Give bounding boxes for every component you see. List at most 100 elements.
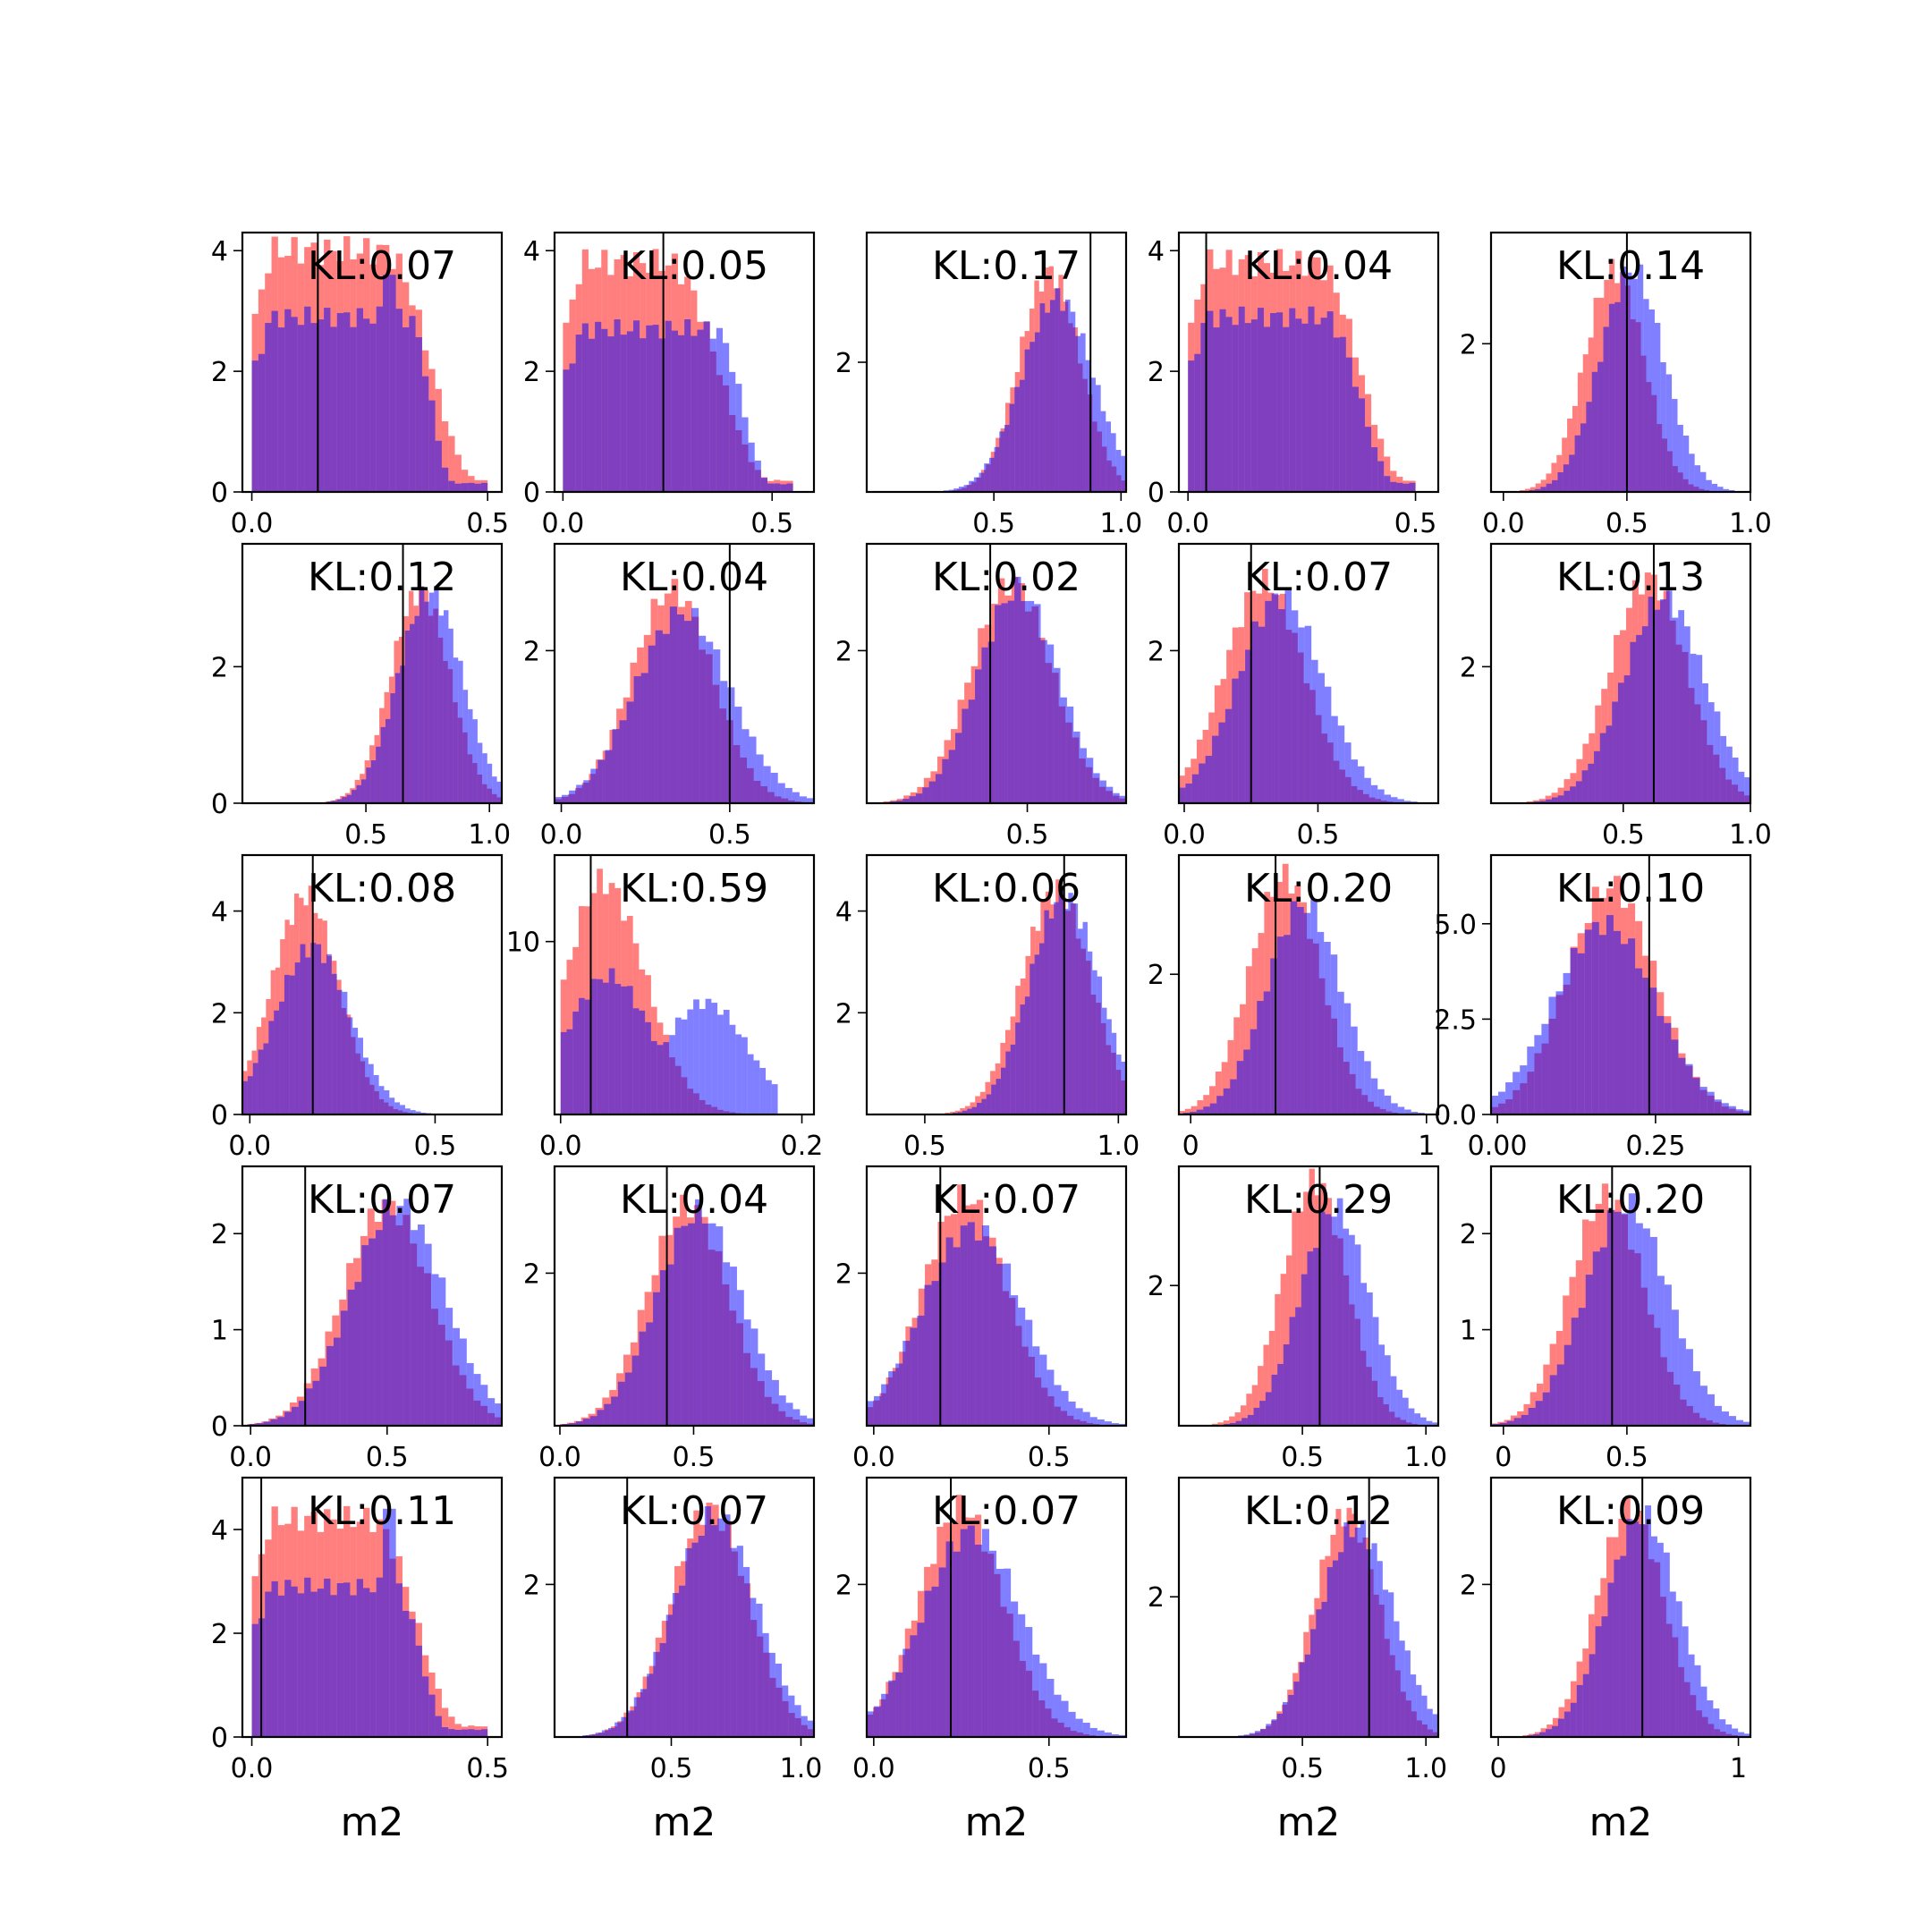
histogram-bar-blue — [403, 1199, 411, 1426]
histogram-bar-red — [1390, 470, 1397, 492]
histogram-bar-blue — [1505, 1082, 1513, 1114]
histogram-bar-blue — [1714, 711, 1721, 803]
histogram-bar-blue — [640, 673, 648, 803]
histogram-bar-blue — [1058, 886, 1063, 1114]
histogram-bar-blue — [747, 1054, 754, 1114]
histogram-bar-blue — [1688, 1654, 1695, 1737]
histogram-bar-red — [1258, 1366, 1264, 1426]
histogram-bar-blue — [1299, 1662, 1305, 1737]
histogram-bar-blue — [448, 1729, 455, 1737]
histogram-bar-blue — [1645, 1505, 1652, 1737]
x-axis-label: m2 — [341, 1800, 404, 1845]
histogram-bar-blue — [1290, 901, 1298, 1114]
histogram-bar-blue — [1648, 597, 1655, 803]
histogram-bar-blue — [709, 338, 716, 492]
histogram-bar-blue — [1641, 626, 1648, 803]
x-tick-label: 0.5 — [344, 819, 387, 851]
histogram-bar-blue — [657, 1045, 664, 1114]
histogram-bar-blue — [1613, 930, 1621, 1114]
x-tick-label: 1 — [1418, 1131, 1435, 1162]
histogram-bar-blue — [297, 1593, 305, 1737]
histogram-bar-blue — [1354, 1527, 1360, 1737]
histogram-bar-blue — [967, 1525, 975, 1737]
histogram-bar-blue — [1046, 644, 1055, 803]
histogram-bar-blue — [711, 1525, 718, 1737]
histogram-bar-blue — [1048, 918, 1055, 1114]
histogram-bar-blue — [1606, 725, 1613, 803]
histogram-bar-blue — [780, 484, 787, 492]
histogram-bar-blue — [431, 1274, 439, 1426]
histogram-bars — [1491, 876, 1750, 1114]
histogram-bar-blue — [441, 1727, 449, 1737]
y-tick-label: 2 — [835, 998, 852, 1030]
histogram-bar-red — [1203, 1095, 1210, 1114]
histogram-bars — [560, 869, 778, 1114]
histogram-bar-blue — [410, 623, 415, 803]
kl-annotation: KL:0.09 — [1556, 1488, 1705, 1534]
y-tick-label: 2 — [835, 636, 852, 667]
histogram-bar-blue — [1121, 1061, 1126, 1114]
subplot-r3-c4: 0 0.5 1 2 KL:0.20 — [1460, 1165, 1752, 1473]
histogram-bar-blue — [1642, 1228, 1650, 1426]
histogram-bar-blue — [1333, 337, 1340, 492]
histogram-bar-blue — [1365, 427, 1372, 492]
histogram-bar-blue — [578, 997, 585, 1114]
histogram-bar-blue — [1106, 421, 1111, 492]
histogram-bar-blue — [1606, 915, 1614, 1114]
histogram-bar-blue — [969, 480, 974, 492]
histogram-bar-blue — [358, 1038, 363, 1114]
histogram-bar-blue — [487, 1398, 496, 1426]
histogram-bar-blue — [1196, 1109, 1204, 1114]
histogram-bar-blue — [922, 787, 929, 803]
histogram-bar-blue — [1066, 706, 1074, 803]
histogram-bar-blue — [749, 736, 757, 803]
histogram-bar-blue — [350, 1595, 357, 1737]
histogram-bar-blue — [1304, 1654, 1311, 1737]
histogram-bar-blue — [1054, 902, 1059, 1114]
histogram-bar-blue — [569, 363, 576, 492]
histogram-bar-blue — [1410, 1674, 1417, 1737]
histogram-bar-blue — [458, 660, 463, 803]
histogram-bar-blue — [1034, 954, 1040, 1114]
histogram-bar-blue — [1563, 972, 1571, 1114]
histogram-bar-blue — [1377, 461, 1385, 492]
x-tick-label: 0 — [1495, 1442, 1512, 1473]
histogram-bars — [1526, 572, 1750, 803]
histogram-bar-blue — [1707, 1091, 1715, 1114]
histogram-bar-blue — [1021, 600, 1028, 803]
histogram-bar-red — [1251, 1385, 1258, 1426]
histogram-bar-blue — [589, 1416, 597, 1426]
histogram-bar-blue — [1283, 1701, 1289, 1737]
histogram-bar-blue — [258, 1049, 264, 1114]
histogram-bar-blue — [1351, 759, 1359, 803]
histogram-bar-blue — [1310, 1629, 1317, 1737]
histogram-bar-blue — [384, 1089, 390, 1114]
histogram-bar-blue — [1648, 309, 1655, 492]
histogram-bar-blue — [948, 489, 954, 492]
histogram-bar-blue — [324, 1578, 331, 1737]
histogram-bar-blue — [317, 1589, 325, 1737]
histogram-bar-blue — [336, 313, 344, 492]
histogram-bar-blue — [1563, 1711, 1571, 1737]
histogram-bar-blue — [867, 1401, 875, 1426]
histogram-bar-blue — [1119, 795, 1126, 803]
histogram-bar-blue — [1601, 1616, 1608, 1737]
histogram-bar-blue — [1080, 333, 1086, 492]
histogram-bar-blue — [1614, 1211, 1622, 1426]
histogram-bar-blue — [650, 1040, 657, 1114]
histogram-bars — [883, 576, 1126, 803]
histogram-bar-blue — [750, 1328, 758, 1426]
histogram-bar-blue — [867, 1711, 875, 1737]
histogram-bar-blue — [1738, 1732, 1745, 1737]
histogram-bar-blue — [304, 306, 311, 492]
histogram-bar-blue — [981, 1529, 989, 1737]
histogram-bar-blue — [1711, 483, 1718, 492]
histogram-bar-blue — [981, 1224, 989, 1426]
histogram-bar-blue — [256, 1423, 264, 1426]
histogram-bar-blue — [277, 1417, 285, 1426]
histogram-bar-blue — [756, 754, 764, 803]
histogram-bar-blue — [1700, 1686, 1707, 1737]
histogram-bar-blue — [1354, 1244, 1361, 1426]
histogram-bar-blue — [640, 1689, 648, 1737]
y-tick-label: 10 — [506, 928, 540, 959]
